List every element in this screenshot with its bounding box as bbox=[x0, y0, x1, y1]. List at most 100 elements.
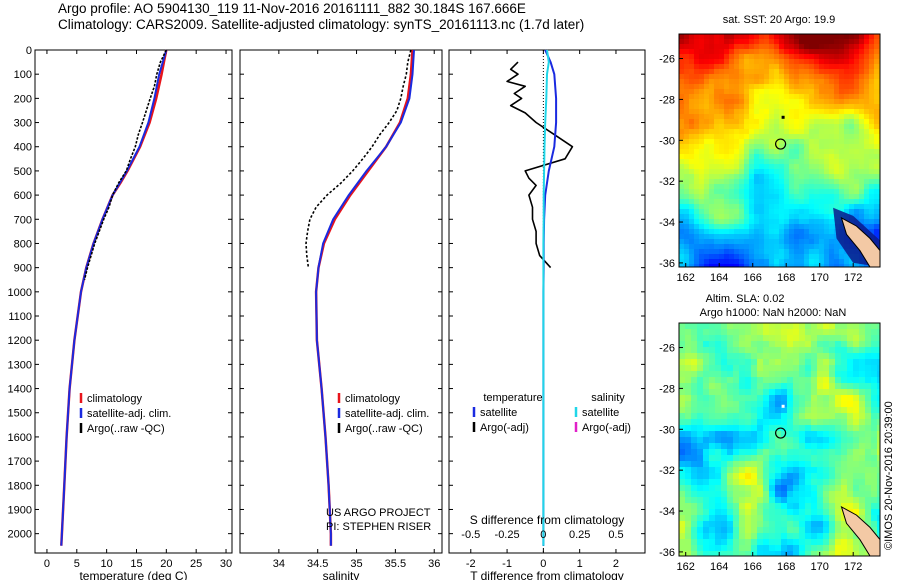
field-cell bbox=[754, 154, 760, 160]
field-cell bbox=[869, 204, 875, 210]
argo-line bbox=[305, 49, 412, 268]
field-cell bbox=[819, 49, 825, 55]
field-cell bbox=[727, 473, 734, 480]
legend-label: climatology bbox=[345, 393, 401, 405]
field-cell bbox=[784, 74, 790, 80]
field-cell bbox=[819, 184, 825, 190]
field-cell bbox=[844, 74, 850, 80]
field-cell bbox=[697, 533, 704, 540]
field-cell bbox=[844, 114, 850, 120]
field-cell bbox=[697, 461, 704, 468]
field-cell bbox=[719, 244, 725, 250]
field-cell bbox=[763, 419, 770, 426]
field-cell bbox=[794, 69, 800, 75]
field-cell bbox=[859, 109, 865, 115]
field-cell bbox=[769, 359, 776, 366]
field-cell bbox=[739, 219, 745, 225]
field-cell bbox=[733, 413, 740, 420]
field-cell bbox=[684, 129, 690, 135]
sla-map-frame bbox=[678, 322, 881, 557]
field-cell bbox=[834, 84, 840, 90]
field-cell bbox=[839, 39, 845, 45]
field-cell bbox=[779, 39, 785, 45]
field-cell bbox=[757, 521, 764, 528]
field-cell bbox=[859, 34, 865, 40]
field-cell bbox=[679, 164, 685, 170]
field-cell bbox=[719, 264, 725, 267]
field-cell bbox=[744, 184, 750, 190]
field-cell bbox=[685, 413, 692, 420]
field-cell bbox=[754, 79, 760, 85]
field-cell bbox=[774, 179, 780, 185]
field-cell bbox=[689, 199, 695, 205]
field-cell bbox=[709, 194, 715, 200]
field-cell bbox=[729, 84, 735, 90]
field-cell bbox=[744, 89, 750, 95]
field-cell bbox=[714, 139, 720, 145]
field-cell bbox=[824, 214, 830, 220]
field-cell bbox=[759, 124, 765, 130]
x-tick-label: 170 bbox=[811, 272, 829, 284]
field-cell bbox=[859, 473, 866, 480]
field-cell bbox=[874, 84, 880, 90]
field-cell bbox=[787, 497, 794, 504]
field-cell bbox=[834, 194, 840, 200]
field-cell bbox=[729, 209, 735, 215]
field-cell bbox=[691, 389, 698, 396]
field-cell bbox=[823, 401, 830, 408]
field-cell bbox=[739, 34, 745, 40]
field-cell bbox=[739, 114, 745, 120]
field-cell bbox=[734, 184, 740, 190]
field-cell bbox=[727, 503, 734, 510]
field-cell bbox=[724, 239, 730, 245]
field-cell bbox=[744, 79, 750, 85]
field-cell bbox=[699, 214, 705, 220]
field-cell bbox=[864, 164, 870, 170]
field-cell bbox=[689, 79, 695, 85]
field-cell bbox=[817, 527, 824, 534]
field-cell bbox=[789, 89, 795, 95]
field-cell bbox=[829, 74, 835, 80]
credit-project: US ARGO PROJECT bbox=[326, 507, 431, 519]
field-cell bbox=[724, 114, 730, 120]
field-cell bbox=[781, 509, 788, 516]
field-cell bbox=[799, 139, 805, 145]
field-cell bbox=[799, 353, 806, 360]
field-cell bbox=[844, 39, 850, 45]
field-cell bbox=[749, 54, 755, 60]
field-cell bbox=[727, 491, 734, 498]
field-cell bbox=[697, 443, 704, 450]
field-cell bbox=[714, 159, 720, 165]
field-cell bbox=[853, 539, 860, 546]
field-cell bbox=[721, 485, 728, 492]
field-cell bbox=[849, 209, 855, 215]
field-cell bbox=[739, 383, 746, 390]
field-cell bbox=[757, 371, 764, 378]
field-cell bbox=[744, 199, 750, 205]
field-cell bbox=[789, 234, 795, 240]
field-cell bbox=[714, 54, 720, 60]
field-cell bbox=[727, 551, 734, 556]
field-cell bbox=[829, 129, 835, 135]
field-cell bbox=[869, 144, 875, 150]
field-cell bbox=[739, 184, 745, 190]
field-cell bbox=[814, 219, 820, 225]
field-cell bbox=[811, 479, 818, 486]
field-cell bbox=[764, 219, 770, 225]
field-cell bbox=[769, 69, 775, 75]
field-cell bbox=[689, 64, 695, 70]
field-cell bbox=[865, 407, 872, 414]
field-cell bbox=[787, 461, 794, 468]
argo-track-marker bbox=[781, 115, 785, 119]
field-cell bbox=[871, 473, 878, 480]
field-cell bbox=[794, 244, 800, 250]
field-cell bbox=[724, 174, 730, 180]
field-cell bbox=[834, 244, 840, 250]
field-cell bbox=[757, 437, 764, 444]
field-cell bbox=[704, 79, 710, 85]
field-cell bbox=[864, 89, 870, 95]
field-cell bbox=[684, 239, 690, 245]
y-tick-label: 300 bbox=[14, 118, 32, 130]
field-cell bbox=[679, 104, 685, 110]
field-cell bbox=[864, 209, 870, 215]
